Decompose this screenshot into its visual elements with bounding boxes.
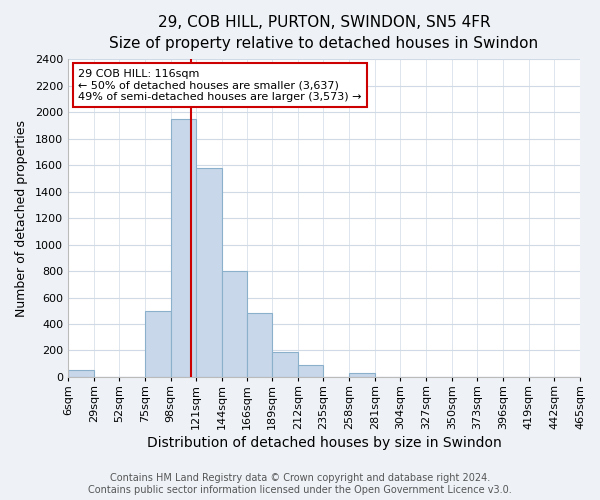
- Bar: [170, 118, 196, 377]
- Title: 29, COB HILL, PURTON, SWINDON, SN5 4FR
Size of property relative to detached hou: 29, COB HILL, PURTON, SWINDON, SN5 4FR S…: [109, 15, 539, 51]
- Bar: [247, 314, 272, 377]
- Bar: [272, 352, 298, 377]
- Text: 29 COB HILL: 116sqm
← 50% of detached houses are smaller (3,637)
49% of semi-det: 29 COB HILL: 116sqm ← 50% of detached ho…: [78, 68, 362, 102]
- Bar: [68, 370, 94, 377]
- X-axis label: Distribution of detached houses by size in Swindon: Distribution of detached houses by size …: [146, 436, 502, 450]
- Bar: [349, 373, 375, 377]
- Bar: [222, 271, 247, 377]
- Bar: [298, 365, 323, 377]
- Bar: [145, 311, 170, 377]
- Text: Contains HM Land Registry data © Crown copyright and database right 2024.
Contai: Contains HM Land Registry data © Crown c…: [88, 474, 512, 495]
- Y-axis label: Number of detached properties: Number of detached properties: [15, 120, 28, 316]
- Bar: [196, 168, 222, 377]
